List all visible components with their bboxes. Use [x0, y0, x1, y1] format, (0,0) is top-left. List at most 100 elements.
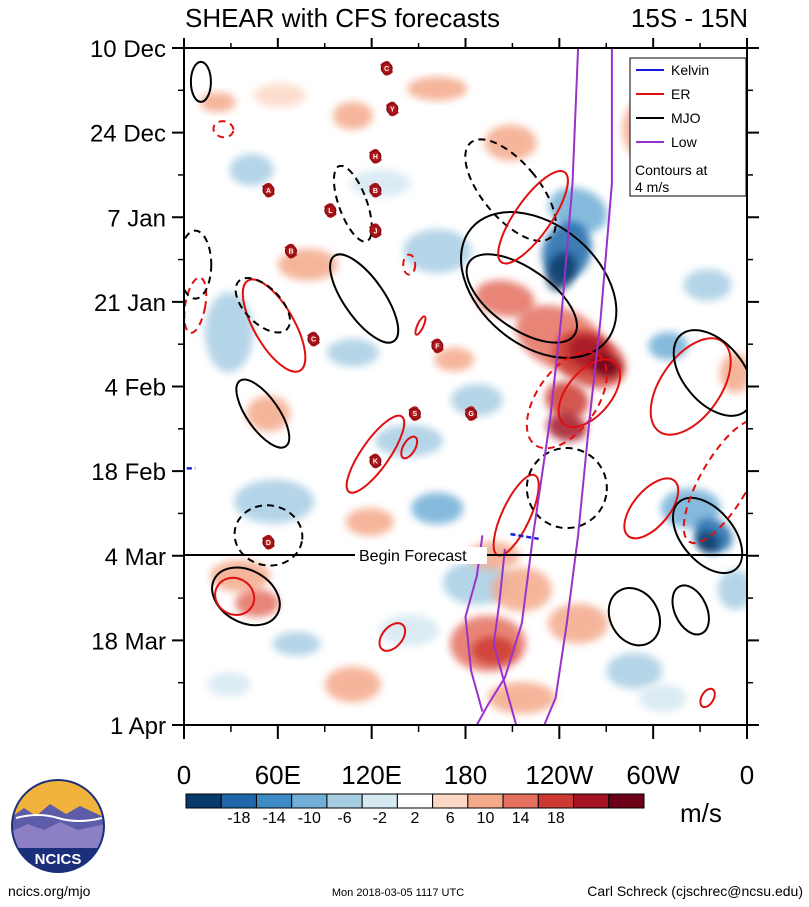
latitude-band-label: 15S - 15N [631, 3, 748, 33]
filtered-contours [184, 48, 747, 725]
footer-url: ncics.org/mjo [8, 883, 91, 899]
legend-label: ER [671, 86, 690, 102]
storm-marker: B [284, 243, 298, 259]
colorbar-box [291, 793, 328, 809]
storm-marker-label: D [266, 540, 271, 547]
legend-label: MJO [671, 110, 701, 126]
anomaly-patch [491, 567, 552, 612]
y-tick-label: 24 Dec [90, 121, 166, 148]
low-contour [492, 548, 518, 725]
anomaly-patch [450, 384, 503, 417]
anomaly-patch [475, 280, 535, 317]
colorbar-tick-label: -18 [227, 810, 250, 827]
anomaly-patch [253, 83, 306, 108]
x-tick-label: 120E [341, 760, 402, 790]
storm-marker-label: L [328, 208, 333, 215]
anomaly-patch [546, 412, 587, 442]
mjo-contour [607, 587, 662, 647]
mjo-contour [235, 378, 291, 449]
storm-marker: A [261, 182, 275, 198]
anomaly-patch [638, 683, 687, 712]
storm-marker: L [323, 203, 337, 218]
footer-author: Carl Schreck (cjschrec@ncsu.edu) [587, 883, 803, 899]
storm-marker-label: J [373, 228, 377, 235]
begin-forecast-label-bg [355, 547, 487, 564]
anomaly-patch [683, 268, 732, 301]
x-tick-label: 0 [177, 760, 191, 790]
mjo-contour [464, 138, 557, 242]
legend-note-line-1: Contours at [635, 162, 707, 178]
colorbar-tick-label: 2 [411, 810, 420, 827]
low-contour [475, 48, 580, 725]
er-contour [184, 276, 208, 334]
colorbar: -18 -14 -10 -6 -2 2 6 10 14 18 [185, 793, 645, 827]
storm-marker-label: C [311, 337, 316, 344]
anomaly-patch [484, 124, 537, 161]
mjo-contour [672, 329, 747, 417]
colorbar-box [573, 793, 610, 809]
storm-marker: Y [385, 101, 399, 117]
anomaly-patch [717, 569, 747, 610]
er-contour [345, 414, 406, 494]
colorbar-tick-label: -2 [373, 810, 387, 827]
er-contour [623, 477, 680, 540]
y-tick-label: 4 Feb [105, 375, 166, 402]
x-axis: 0 60E 120E 180 120W 60W 0 [177, 38, 754, 790]
chart-title: SHEAR with CFS forecasts [185, 3, 500, 33]
colorbar-tick-label: 18 [547, 810, 565, 827]
colorbar-box [467, 793, 504, 809]
mjo-contour [189, 60, 212, 103]
colorbar-box [361, 793, 398, 809]
mjo-contour [671, 584, 710, 636]
kelvin-contour [510, 532, 539, 541]
y-tick-label: 4 Mar [105, 544, 166, 571]
legend-label: Low [671, 134, 698, 150]
y-axis: 10 Dec 24 Dec 7 Jan 21 Jan 4 Feb 18 Feb 4 Mar 1… [90, 36, 759, 740]
anomaly-patch [234, 479, 315, 524]
er-contour [557, 358, 622, 429]
colorbar-box [396, 793, 434, 809]
er-contour [378, 622, 407, 652]
anomaly-patch [345, 507, 394, 536]
er-contour [400, 435, 419, 460]
mjo-contour [233, 504, 304, 567]
anomaly-patch [332, 101, 373, 130]
storm-marker: S [408, 406, 422, 421]
x-tick-label: 60E [255, 760, 301, 790]
anomaly-patch [207, 672, 252, 697]
colorbar-box [220, 793, 257, 809]
storm-marker-label: B [373, 188, 378, 195]
er-contour [402, 253, 417, 276]
storm-marker-label: H [373, 154, 378, 161]
colorbar-tick-label: -10 [298, 810, 321, 827]
storm-marker: D [261, 534, 275, 550]
anomaly-patch [210, 560, 271, 593]
anomaly-patch [696, 531, 720, 553]
colorbar-units: m/s [680, 798, 722, 828]
anomaly-patch [272, 631, 321, 656]
mjo-contour [460, 211, 618, 359]
mjo-contour [332, 164, 373, 243]
begin-forecast-label: Begin Forecast [359, 548, 467, 565]
er-contour [497, 170, 569, 265]
anomaly-patch [411, 492, 464, 525]
y-tick-label: 7 Jan [107, 205, 166, 232]
x-tick-label: 120W [525, 760, 593, 790]
er-contour [214, 576, 256, 616]
legend-note-line-2: 4 m/s [635, 179, 669, 195]
x-tick-label: 60W [626, 760, 680, 790]
anomaly-patch [324, 666, 381, 703]
anomaly-patch [379, 614, 440, 647]
y-tick-label: 1 Apr [110, 713, 166, 740]
colorbar-box [326, 793, 363, 809]
er-contour [699, 687, 716, 709]
anomaly-patch [606, 652, 663, 689]
anomaly-patch [487, 681, 556, 714]
er-contour [414, 315, 427, 336]
storm-marker-label: F [435, 343, 440, 350]
colorbar-tick-label: -6 [337, 810, 351, 827]
storm-marker-label: Y [390, 107, 395, 114]
colorbar-box [502, 793, 539, 809]
colorbar-box [537, 793, 575, 809]
y-tick-label: 10 Dec [90, 36, 166, 63]
